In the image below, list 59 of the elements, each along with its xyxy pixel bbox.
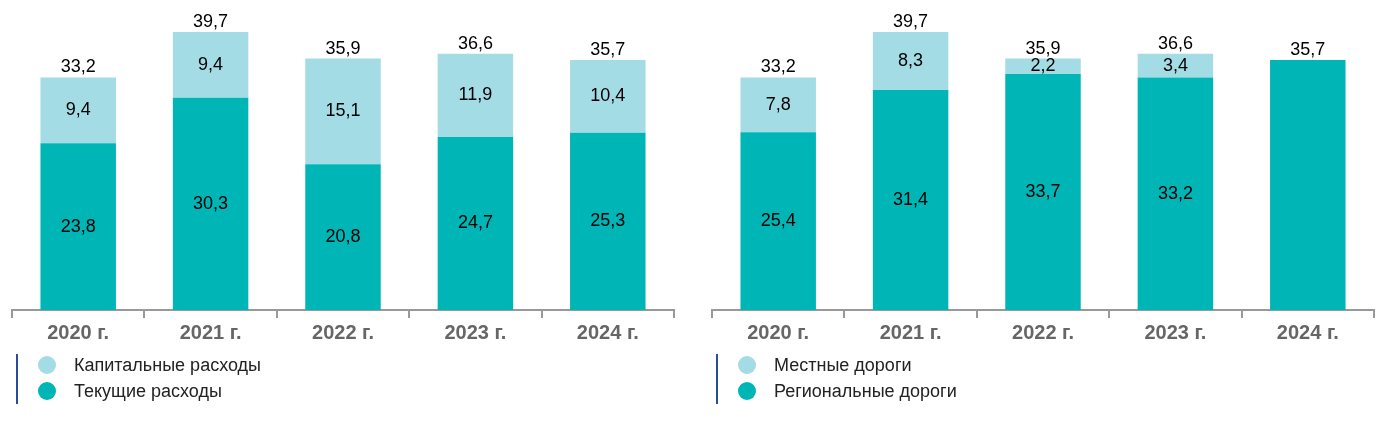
data-label: 25,3 (590, 210, 626, 231)
x-tick-label: 2022 г. (1012, 320, 1074, 343)
x-tick-label: 2024 г. (1276, 320, 1339, 343)
data-label: 11,9 (458, 84, 493, 105)
bar (570, 60, 646, 133)
total-label: 36,6 (1157, 32, 1193, 53)
x-tick-label: 2020 г. (47, 320, 110, 343)
data-label: 9,4 (198, 53, 224, 74)
x-tick-label: 2024 г. (576, 320, 639, 343)
bar (172, 97, 249, 310)
legend-label: Местные дороги (774, 354, 912, 376)
bar (40, 143, 116, 310)
legend-label: Региональные дороги (774, 380, 957, 402)
bar (740, 132, 816, 310)
bar (305, 164, 381, 310)
x-tick-label: 2023 г. (444, 320, 507, 343)
data-label: 25,4 (760, 210, 796, 231)
x-tick-label: 2023 г. (1144, 320, 1207, 343)
legend-label: Текущие расходы (74, 380, 222, 402)
data-label: 24,7 (457, 212, 493, 233)
bar (437, 137, 514, 310)
bar (1005, 74, 1081, 310)
bar (437, 53, 514, 138)
data-label: 33,7 (1025, 180, 1061, 201)
x-tick-label: 2022 г. (312, 320, 374, 343)
bar (1270, 60, 1346, 310)
total-label: 36,6 (457, 32, 493, 53)
data-label: 8,3 (898, 50, 924, 71)
data-label: 3,4 (1162, 54, 1188, 75)
bar (172, 32, 249, 98)
data-label: 9,4 (65, 99, 91, 120)
bar (570, 132, 646, 310)
total-label: 35,9 (1025, 37, 1061, 58)
bar (740, 77, 816, 133)
data-label: 23,8 (60, 215, 96, 236)
bar (305, 58, 381, 165)
x-tick-label: 2021 г. (879, 320, 942, 343)
total-label: 35,7 (1290, 38, 1326, 59)
total-label: 33,2 (60, 56, 96, 77)
total-label: 35,7 (590, 38, 626, 59)
data-label: 30,3 (193, 192, 229, 213)
data-label: 7,8 (765, 93, 791, 114)
bar (40, 77, 116, 144)
data-label: 33,2 (1157, 182, 1193, 203)
total-label: 39,7 (193, 10, 229, 31)
legend-label: Капитальные расходы (74, 354, 261, 376)
data-label: 10,4 (590, 85, 626, 106)
data-label: 20,8 (325, 226, 361, 247)
bar (872, 90, 949, 310)
total-label: 33,2 (760, 56, 796, 77)
bar (1137, 53, 1214, 78)
x-tick-label: 2020 г. (747, 320, 810, 343)
data-label: 31,4 (893, 189, 929, 210)
x-tick-label: 2021 г. (179, 320, 242, 343)
data-label: 15,1 (325, 100, 361, 121)
total-label: 39,7 (893, 10, 929, 31)
total-label: 35,9 (325, 37, 361, 58)
bar (872, 32, 949, 91)
bar (1137, 77, 1214, 310)
